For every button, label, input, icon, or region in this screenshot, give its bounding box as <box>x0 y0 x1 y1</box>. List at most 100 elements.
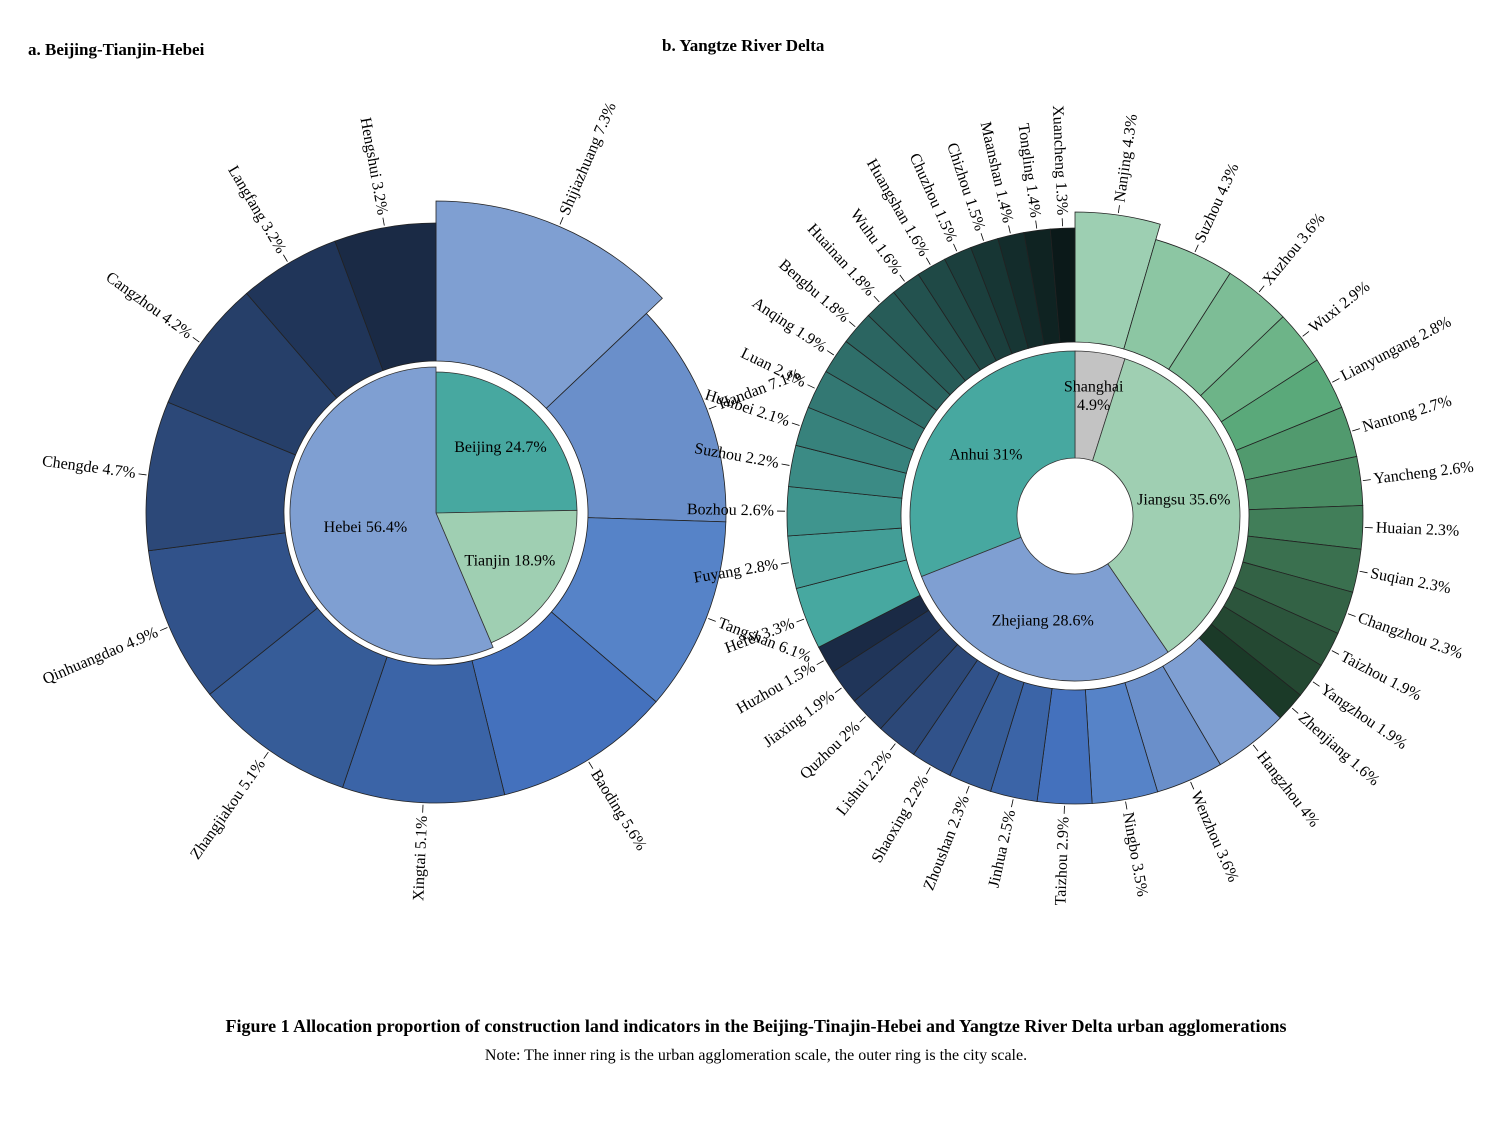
outer-label: Suzhou 4.3% <box>1192 161 1243 246</box>
outer-label: Xuancheng 1.3% <box>1049 105 1071 216</box>
leader-line <box>826 350 835 356</box>
outer-label: Ningbo 3.5% <box>1119 811 1151 898</box>
leader-line <box>848 321 856 328</box>
inner-label-beijing: Beijing 24.7% <box>454 439 546 456</box>
leader-line <box>899 274 905 282</box>
inner-slice-beijing <box>435 371 578 514</box>
outer-label: Cangzhou 4.2% <box>103 269 196 343</box>
figure-note: Note: The inner ring is the urban agglom… <box>484 1047 1028 1064</box>
outer-label: Langfang 3.2% <box>224 163 289 257</box>
outer-label: Hengshui 3.2% <box>357 116 391 216</box>
leader-line <box>780 562 789 565</box>
leader-line <box>263 751 269 759</box>
figure-caption: Figure 1 Allocation proportion of constr… <box>225 1016 1287 1036</box>
leader-line <box>1190 781 1195 790</box>
outer-label: Nantong 2.7% <box>1360 393 1453 436</box>
inner-slice-zhejiang <box>920 536 1169 682</box>
outer-label: Zhoushan 2.3% <box>921 793 973 893</box>
leader-line <box>807 384 815 389</box>
outer-label: Huaian 2.3% <box>1375 519 1459 539</box>
leader-line <box>1008 225 1011 234</box>
leader-line <box>1291 707 1299 714</box>
leader-line <box>791 422 800 426</box>
panel-a-title: a. Beijing-Tianjin-Hebei <box>28 40 205 59</box>
leader-line <box>873 295 880 303</box>
leader-line <box>1312 681 1320 687</box>
outer-label: Wenzhou 3.6% <box>1187 789 1241 885</box>
leader-line <box>890 743 896 751</box>
outer-label: Qinhuangdao 4.9% <box>40 624 160 688</box>
leader-line <box>834 687 842 694</box>
leader-line <box>1352 428 1361 432</box>
leader-line <box>925 257 931 265</box>
leader-line <box>1362 479 1371 482</box>
outer-label: Chengde 4.7% <box>41 453 137 482</box>
leader-line <box>588 761 594 769</box>
outer-label: Bozhou 2.6% <box>687 501 774 519</box>
outer-label: Quzhou 2% <box>797 718 864 783</box>
leader-line <box>283 254 288 262</box>
leader-line <box>708 405 717 410</box>
outer-label: Taizhou 2.9% <box>1052 816 1072 905</box>
leader-line <box>796 618 805 623</box>
leader-line <box>1331 650 1340 655</box>
leader-line <box>1011 799 1014 808</box>
leader-line <box>1258 285 1265 293</box>
leader-line <box>192 337 200 343</box>
inner-label-hebei: Hebei 56.4% <box>324 519 408 536</box>
outer-label: Zhangjiakou 5.1% <box>187 756 269 863</box>
outer-label: Hangzhou 4% <box>1253 748 1322 830</box>
leader-line <box>138 473 147 476</box>
outer-label: Wuxi 2.9% <box>1306 278 1373 336</box>
leader-line <box>781 463 790 466</box>
outer-slice-handan-1 <box>545 312 727 523</box>
outer-slice-shijiazhuang-0 <box>435 200 663 409</box>
outer-label: Shaoxing 2.2% <box>869 773 933 866</box>
outer-label: Tongling 1.4% <box>1014 122 1043 218</box>
leader-line <box>859 716 866 723</box>
inner-label-tianjin: Tianjin 18.9% <box>464 552 555 569</box>
inner-label-part: 4.9% <box>1077 397 1110 414</box>
leader-line <box>953 243 958 252</box>
leader-line <box>1125 801 1128 810</box>
leader-line <box>1035 220 1038 229</box>
inner-label-part: Shanghai <box>1064 378 1124 395</box>
leader-line <box>816 660 824 666</box>
inner-label-shanghai: Shanghai 4.9% <box>1064 378 1124 413</box>
outer-slice-hengshui-10 <box>334 222 437 372</box>
inner-slice-tianjin <box>435 509 578 644</box>
outer-label: Suqian 2.3% <box>1369 565 1453 597</box>
leader-line <box>1117 205 1120 214</box>
inner-slice-anhui <box>909 350 1076 577</box>
inner-label-jiangsu: Jiangsu 35.6% <box>1137 492 1230 509</box>
leader-line <box>1302 331 1310 337</box>
leader-line <box>980 233 984 241</box>
leader-line <box>965 785 970 794</box>
leader-line <box>559 217 564 225</box>
leader-line <box>1332 378 1340 383</box>
outer-label: Taizhou 1.9% <box>1338 648 1424 704</box>
leader-line <box>382 217 385 226</box>
outer-label: Xingtai 5.1% <box>410 815 431 901</box>
leader-line <box>1347 613 1356 617</box>
leader-line <box>1252 744 1259 752</box>
inner-label-anhui: Anhui 31% <box>949 447 1022 464</box>
outer-label: Shijiazhuang 7.3% <box>557 100 620 218</box>
panel-b-title: b. Yangtze River Delta <box>662 36 825 55</box>
outer-label: Jinhua 2.5% <box>986 808 1019 889</box>
inner-label-zhejiang: Zhejiang 28.6% <box>992 613 1094 630</box>
outer-label: Xuzhou 3.6% <box>1260 210 1329 289</box>
inner-slice-jiangsu <box>1092 358 1241 653</box>
outer-label: Lianyungang 2.8% <box>1338 313 1454 384</box>
leader-line <box>1359 570 1368 574</box>
outer-slice-xuancheng-39 <box>1049 227 1076 344</box>
inner-slice-hebei <box>289 366 494 660</box>
leader-line <box>159 627 168 632</box>
outer-label: Lishui 2.2% <box>833 747 895 819</box>
leader-line <box>708 618 716 622</box>
outer-label: Baoding 5.6% <box>587 767 649 854</box>
sunburst-yangtze-river-delta: Nanjing 4.3% Suzhou 4.3% Xuzhou 3.6%Wuxi 2… <box>687 105 1475 906</box>
leader-line <box>925 767 931 775</box>
outer-label: Changzhou 2.3% <box>1356 609 1465 662</box>
